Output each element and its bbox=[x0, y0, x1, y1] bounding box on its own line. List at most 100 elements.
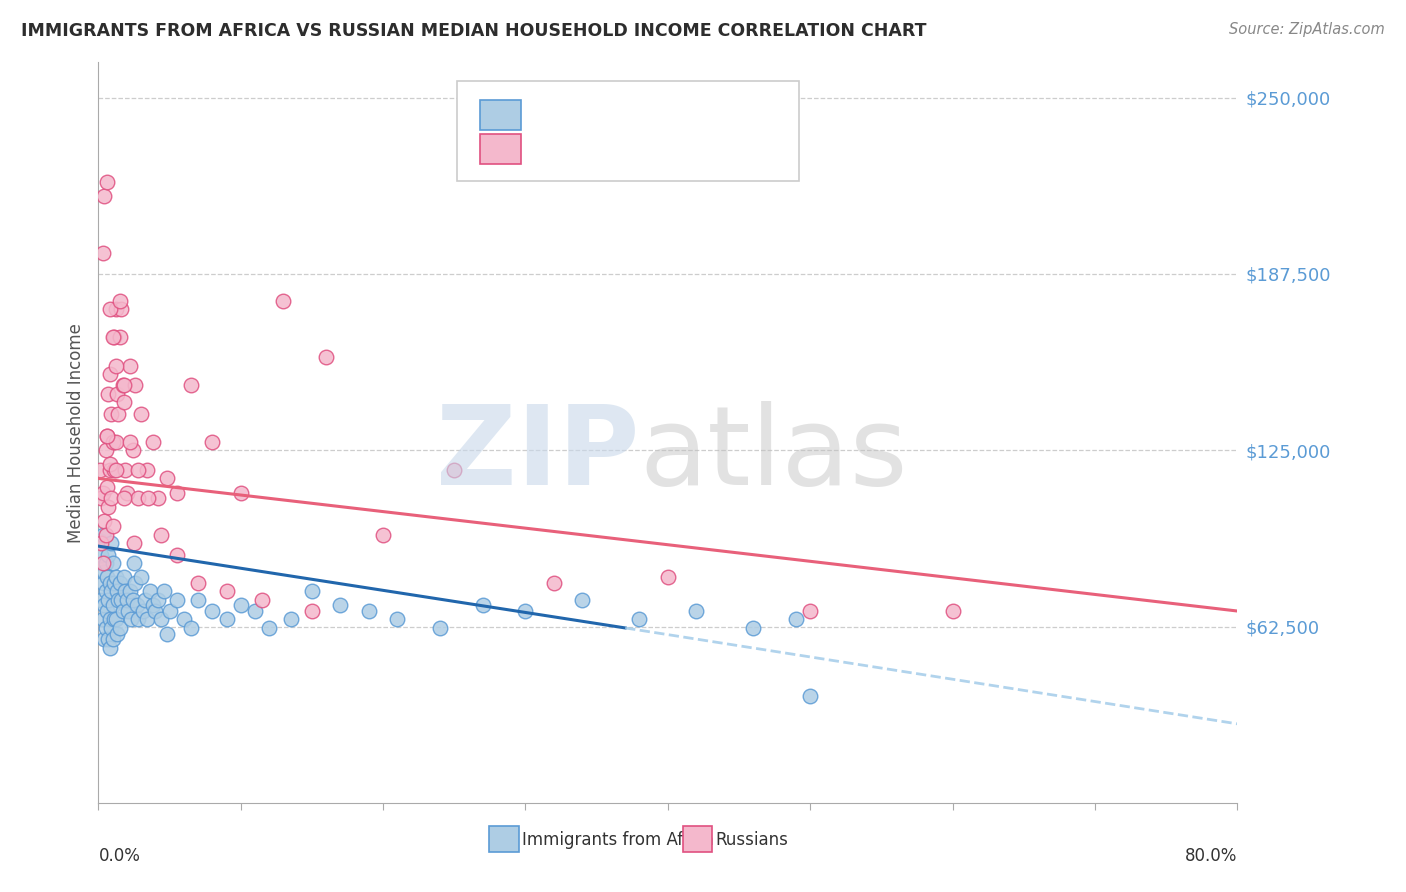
Point bbox=[131, 604, 153, 618]
Point bbox=[103, 463, 125, 477]
Point bbox=[96, 570, 118, 584]
Point bbox=[105, 626, 128, 640]
Point bbox=[93, 599, 115, 613]
Point bbox=[250, 592, 273, 607]
Point bbox=[112, 491, 135, 506]
Point bbox=[135, 463, 157, 477]
Point bbox=[373, 528, 395, 542]
Text: R = -0.458: R = -0.458 bbox=[527, 106, 624, 124]
Point bbox=[243, 604, 266, 618]
Point bbox=[127, 612, 149, 626]
Point bbox=[94, 584, 117, 599]
Point bbox=[112, 378, 135, 392]
Point bbox=[97, 592, 120, 607]
Point bbox=[108, 621, 131, 635]
Point bbox=[111, 604, 134, 618]
Point bbox=[685, 604, 707, 618]
Point bbox=[104, 612, 127, 626]
Point bbox=[118, 434, 141, 449]
Point bbox=[108, 293, 131, 308]
Point bbox=[159, 604, 181, 618]
Point bbox=[91, 556, 114, 570]
Point bbox=[145, 604, 167, 618]
Point bbox=[101, 599, 124, 613]
Point bbox=[94, 556, 117, 570]
Point bbox=[89, 533, 111, 548]
Point bbox=[150, 612, 173, 626]
Point bbox=[124, 575, 146, 590]
Point bbox=[657, 570, 679, 584]
Point bbox=[94, 443, 117, 458]
Point bbox=[136, 491, 159, 506]
Point bbox=[91, 575, 114, 590]
Point bbox=[98, 575, 121, 590]
Point bbox=[101, 632, 124, 647]
FancyBboxPatch shape bbox=[489, 826, 519, 853]
Point bbox=[93, 632, 115, 647]
Point bbox=[98, 612, 121, 626]
Point bbox=[201, 434, 224, 449]
Point bbox=[134, 592, 156, 607]
Point bbox=[90, 491, 112, 506]
Point bbox=[100, 584, 122, 599]
Point bbox=[105, 584, 128, 599]
Point bbox=[103, 612, 125, 626]
Point bbox=[122, 536, 145, 550]
Text: atlas: atlas bbox=[640, 401, 908, 508]
Point bbox=[229, 599, 252, 613]
Point bbox=[93, 514, 115, 528]
Point bbox=[799, 604, 821, 618]
Point bbox=[100, 621, 122, 635]
Point bbox=[357, 604, 380, 618]
Point bbox=[100, 491, 122, 506]
Point bbox=[153, 584, 176, 599]
Point bbox=[97, 632, 120, 647]
Point bbox=[104, 434, 127, 449]
Point bbox=[118, 584, 141, 599]
Point bbox=[103, 575, 125, 590]
Point bbox=[443, 463, 465, 477]
Point bbox=[742, 621, 765, 635]
Point bbox=[104, 463, 127, 477]
Point bbox=[93, 565, 115, 579]
Point bbox=[98, 367, 121, 381]
Point bbox=[97, 500, 120, 514]
Point bbox=[150, 528, 173, 542]
Point bbox=[93, 189, 115, 203]
Point bbox=[107, 592, 129, 607]
Point bbox=[121, 443, 143, 458]
FancyBboxPatch shape bbox=[457, 81, 799, 181]
Point bbox=[94, 621, 117, 635]
FancyBboxPatch shape bbox=[479, 100, 522, 130]
Point bbox=[110, 302, 132, 317]
Point bbox=[96, 429, 118, 443]
Point bbox=[329, 599, 352, 613]
Point bbox=[104, 302, 127, 317]
Point bbox=[187, 575, 209, 590]
Point bbox=[187, 592, 209, 607]
Point bbox=[229, 485, 252, 500]
Point bbox=[799, 689, 821, 703]
Text: R = -0.239: R = -0.239 bbox=[527, 140, 624, 158]
Point bbox=[942, 604, 965, 618]
Point bbox=[129, 570, 152, 584]
Point bbox=[101, 434, 124, 449]
Point bbox=[91, 612, 114, 626]
Point bbox=[115, 592, 138, 607]
Point bbox=[166, 485, 188, 500]
Text: 0.0%: 0.0% bbox=[98, 847, 141, 865]
Text: ZIP: ZIP bbox=[436, 401, 640, 508]
Point bbox=[90, 536, 112, 550]
Text: Russians: Russians bbox=[716, 830, 789, 849]
Point bbox=[301, 584, 323, 599]
Point bbox=[141, 434, 163, 449]
Point bbox=[315, 350, 337, 364]
FancyBboxPatch shape bbox=[479, 135, 522, 164]
Point bbox=[156, 471, 179, 485]
Point bbox=[98, 458, 121, 472]
Point bbox=[173, 612, 195, 626]
Point bbox=[148, 491, 170, 506]
Text: 80.0%: 80.0% bbox=[1185, 847, 1237, 865]
Point bbox=[515, 604, 537, 618]
Point bbox=[135, 612, 157, 626]
